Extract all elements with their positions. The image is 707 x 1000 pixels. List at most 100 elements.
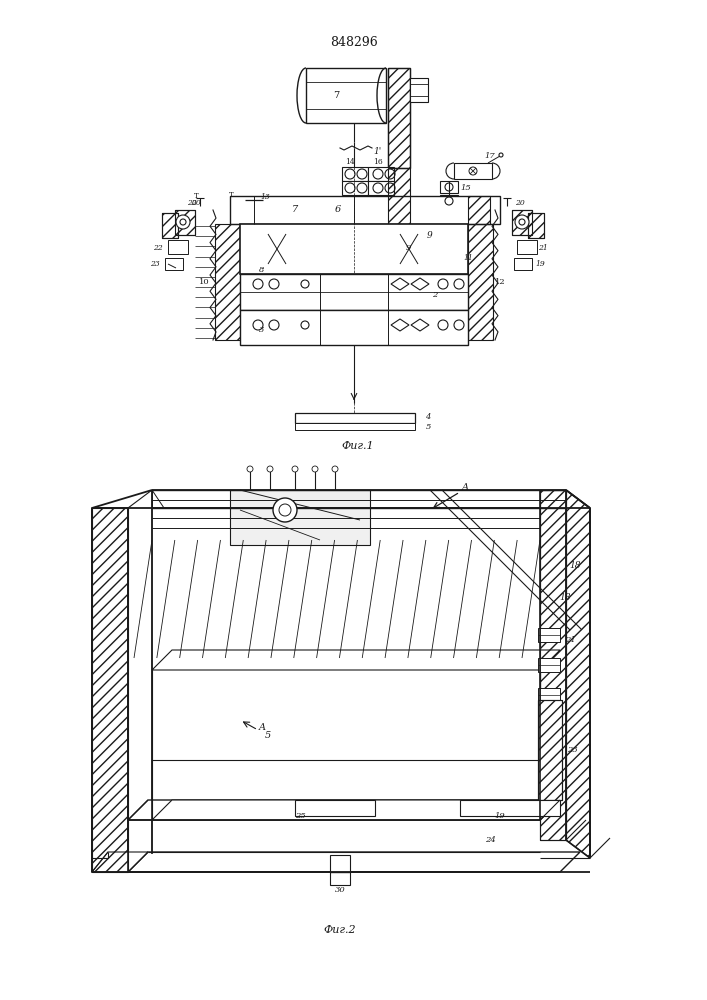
Text: 20: 20 xyxy=(515,199,525,207)
Text: 18: 18 xyxy=(559,593,571,602)
Bar xyxy=(538,688,560,702)
Circle shape xyxy=(332,466,338,472)
Text: 1': 1' xyxy=(374,147,382,156)
Bar xyxy=(240,224,468,274)
Text: 7: 7 xyxy=(333,91,339,100)
Bar xyxy=(410,78,428,102)
Text: A: A xyxy=(259,724,266,732)
Polygon shape xyxy=(92,508,128,872)
Circle shape xyxy=(438,279,448,289)
Bar xyxy=(168,240,188,254)
Bar xyxy=(230,196,500,224)
Bar xyxy=(440,181,458,193)
Text: 11: 11 xyxy=(463,254,473,262)
Polygon shape xyxy=(540,490,566,840)
Polygon shape xyxy=(528,213,544,238)
Circle shape xyxy=(519,219,525,225)
Circle shape xyxy=(312,466,318,472)
Polygon shape xyxy=(128,490,152,872)
Bar xyxy=(368,167,394,181)
Bar xyxy=(295,423,415,430)
Text: A: A xyxy=(462,484,469,492)
Text: T: T xyxy=(194,192,199,200)
Circle shape xyxy=(253,320,263,330)
Circle shape xyxy=(438,320,448,330)
Text: 4: 4 xyxy=(426,413,431,421)
Text: 20: 20 xyxy=(187,199,197,207)
Text: 12: 12 xyxy=(495,278,506,286)
Polygon shape xyxy=(152,650,560,670)
Circle shape xyxy=(180,219,186,225)
Text: 5: 5 xyxy=(265,730,271,740)
Bar xyxy=(295,413,415,423)
Polygon shape xyxy=(128,852,580,872)
Bar xyxy=(538,658,560,672)
Circle shape xyxy=(269,320,279,330)
Text: 16: 16 xyxy=(373,158,383,166)
Text: 9: 9 xyxy=(427,231,433,239)
Text: 848296: 848296 xyxy=(330,36,378,49)
Text: 19: 19 xyxy=(495,812,506,820)
Text: 24: 24 xyxy=(484,836,496,844)
Bar xyxy=(368,181,394,195)
Text: 23: 23 xyxy=(150,260,160,268)
Bar xyxy=(342,181,368,195)
Polygon shape xyxy=(230,490,370,545)
Circle shape xyxy=(279,504,291,516)
Bar xyxy=(165,258,183,270)
Text: 3: 3 xyxy=(259,326,264,334)
Text: 21: 21 xyxy=(538,244,548,252)
Text: 19: 19 xyxy=(535,260,545,268)
Bar xyxy=(342,167,368,181)
Circle shape xyxy=(269,279,279,289)
Text: 25: 25 xyxy=(295,812,305,820)
Circle shape xyxy=(176,215,190,229)
Bar xyxy=(517,240,537,254)
Polygon shape xyxy=(566,490,590,858)
Text: 2: 2 xyxy=(432,291,438,299)
Bar xyxy=(388,68,410,168)
Circle shape xyxy=(301,321,309,329)
Circle shape xyxy=(267,466,273,472)
Text: 21: 21 xyxy=(565,636,575,644)
Text: 15: 15 xyxy=(461,184,472,192)
Text: 10: 10 xyxy=(199,278,210,286)
Circle shape xyxy=(499,153,503,157)
Text: Фиг.2: Фиг.2 xyxy=(324,925,356,935)
Bar xyxy=(454,163,492,179)
Text: 18: 18 xyxy=(569,560,580,570)
Text: 7: 7 xyxy=(292,206,298,215)
Text: Фиг.1: Фиг.1 xyxy=(341,441,374,451)
Bar xyxy=(460,800,560,816)
Polygon shape xyxy=(128,800,560,820)
Circle shape xyxy=(301,280,309,288)
Polygon shape xyxy=(175,210,195,235)
Text: 23: 23 xyxy=(566,746,578,754)
Text: 14: 14 xyxy=(345,158,355,166)
Circle shape xyxy=(454,320,464,330)
Bar xyxy=(330,855,350,885)
Text: 13: 13 xyxy=(260,193,270,201)
Circle shape xyxy=(247,466,253,472)
Bar xyxy=(514,258,532,270)
Circle shape xyxy=(292,466,298,472)
Bar xyxy=(295,800,375,816)
Text: 5: 5 xyxy=(426,423,431,431)
Text: 8: 8 xyxy=(259,266,264,274)
Polygon shape xyxy=(92,852,148,872)
Circle shape xyxy=(253,279,263,289)
Text: T: T xyxy=(228,191,233,199)
Bar xyxy=(538,628,560,642)
Text: 22: 22 xyxy=(153,244,163,252)
Polygon shape xyxy=(162,213,178,238)
Polygon shape xyxy=(152,800,560,820)
Circle shape xyxy=(273,498,297,522)
Text: 20: 20 xyxy=(191,199,201,207)
Circle shape xyxy=(515,215,529,229)
Bar xyxy=(538,700,562,800)
Text: 9: 9 xyxy=(405,244,411,252)
Bar xyxy=(240,310,468,345)
Bar xyxy=(306,68,386,123)
Circle shape xyxy=(454,279,464,289)
Text: 6: 6 xyxy=(335,206,341,215)
